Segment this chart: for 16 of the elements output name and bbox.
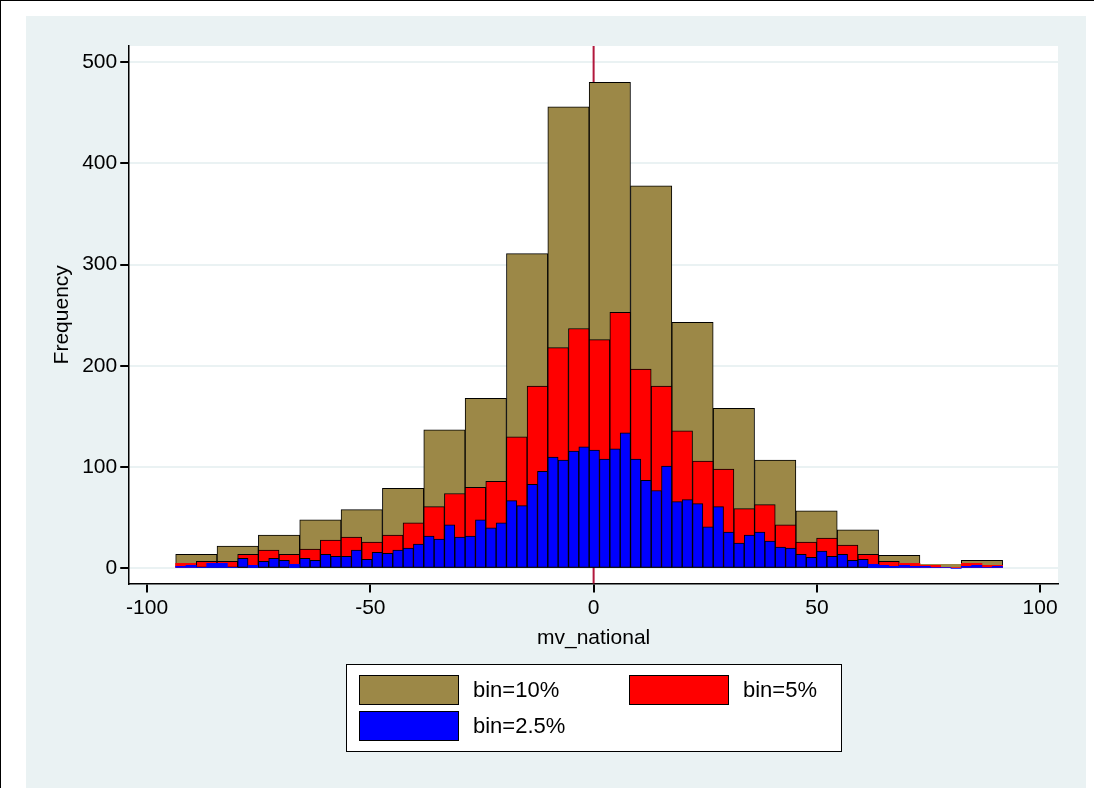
legend-label: bin=5% <box>743 677 818 703</box>
y-tick-label: 100 <box>82 453 118 477</box>
y-axis-title: Frequency <box>49 264 73 365</box>
legend-label: bin=2.5% <box>473 713 566 739</box>
y-tick-label: 200 <box>82 352 118 376</box>
x-tick-label: 100 <box>1022 595 1058 618</box>
y-tick-label: 500 <box>82 49 118 72</box>
x-tick-label: 0 <box>587 595 600 618</box>
y-tick-label: 400 <box>82 150 118 174</box>
legend-label: bin=10% <box>473 677 560 703</box>
x-tick-label: -50 <box>355 595 386 618</box>
x-tick-label: -100 <box>126 595 169 618</box>
y-tick-label: 0 <box>105 555 118 579</box>
x-axis-title: mv_national <box>537 625 651 650</box>
y-tick-label: 300 <box>82 251 118 275</box>
x-tick-label: 50 <box>805 595 829 618</box>
